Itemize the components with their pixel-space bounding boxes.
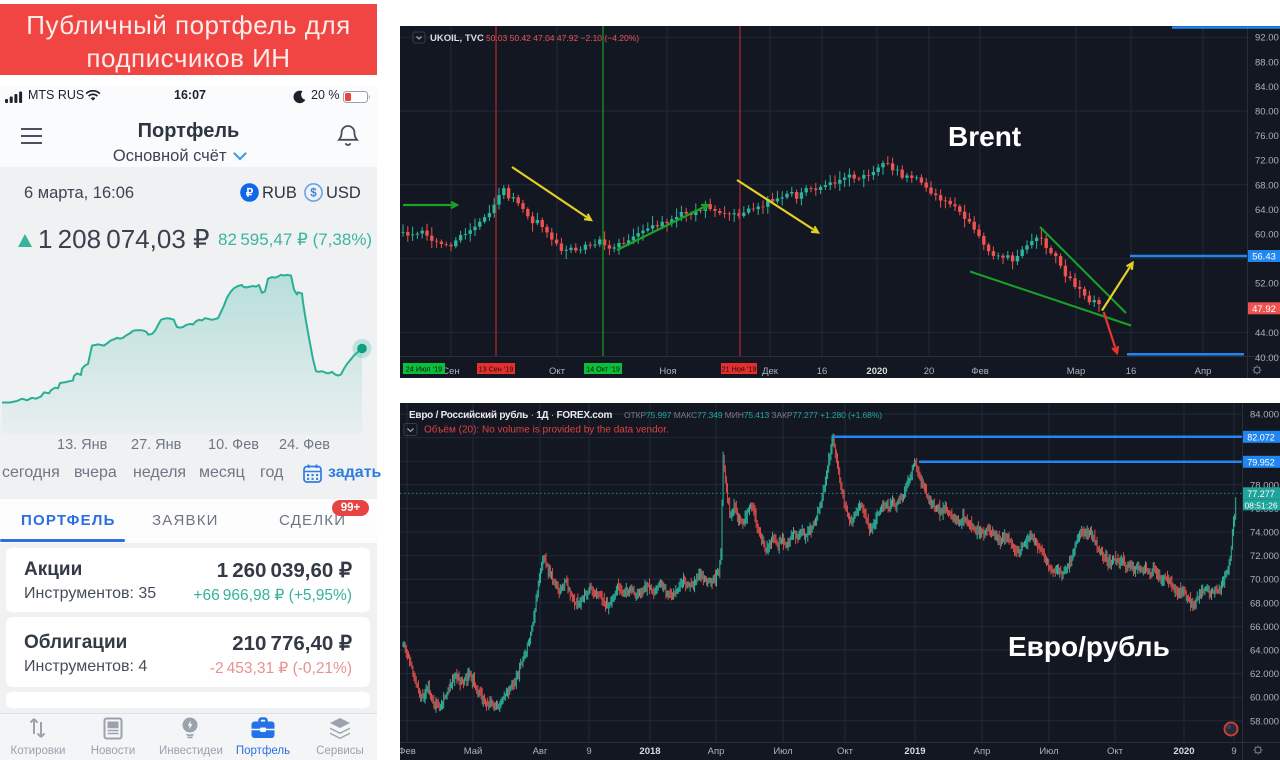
svg-text:78.000: 78.000 — [1250, 480, 1279, 491]
svg-text:Фев: Фев — [971, 366, 989, 377]
svg-text:76.00: 76.00 — [1255, 131, 1279, 142]
svg-text:79.952: 79.952 — [1247, 457, 1275, 467]
svg-text:16: 16 — [817, 366, 828, 377]
svg-text:44.00: 44.00 — [1255, 328, 1279, 339]
svg-text:64.00: 64.00 — [1255, 205, 1279, 216]
svg-text:84.000: 84.000 — [1250, 410, 1279, 421]
svg-text:Окт: Окт — [549, 366, 566, 377]
svg-text:64.000: 64.000 — [1250, 646, 1279, 657]
svg-text:68.000: 68.000 — [1250, 598, 1279, 609]
svg-text:Июл: Июл — [1039, 746, 1058, 757]
svg-text:70.000: 70.000 — [1250, 575, 1279, 586]
svg-text:66.000: 66.000 — [1250, 622, 1279, 633]
svg-text:Мар: Мар — [1067, 366, 1086, 377]
svg-text:Апр: Апр — [974, 746, 991, 757]
svg-text:Апр: Апр — [708, 746, 725, 757]
svg-text:72.000: 72.000 — [1250, 551, 1279, 562]
svg-text:74.000: 74.000 — [1250, 528, 1279, 539]
svg-text:08:51:26: 08:51:26 — [1244, 500, 1277, 510]
svg-text:Окт: Окт — [837, 746, 854, 757]
svg-text:24 Июл ’19: 24 Июл ’19 — [406, 365, 442, 374]
svg-text:Фев: Фев — [400, 746, 416, 757]
svg-text:68.00: 68.00 — [1255, 180, 1279, 191]
svg-text:2018: 2018 — [639, 746, 660, 757]
svg-text:60.00: 60.00 — [1255, 230, 1279, 241]
svg-text:50.03 50.42 47.04 47.92 −2.10: 50.03 50.42 47.04 47.92 −2.10 (−4.20%) — [486, 33, 639, 43]
svg-text:Сен: Сен — [442, 366, 459, 377]
svg-text:72.00: 72.00 — [1255, 156, 1279, 167]
svg-text:UKOIL, TVC: UKOIL, TVC — [430, 33, 484, 44]
svg-text:16: 16 — [1126, 366, 1137, 377]
svg-text:ОТКР75.997 МАКС77.349 МИН75.41: ОТКР75.997 МАКС77.349 МИН75.413 ЗАКР77.2… — [624, 410, 882, 420]
svg-text:Дек: Дек — [762, 366, 779, 377]
svg-text:Апр: Апр — [1195, 366, 1212, 377]
svg-text:60.000: 60.000 — [1250, 693, 1279, 704]
svg-text:9: 9 — [1231, 746, 1236, 757]
svg-text:Авг: Авг — [533, 746, 548, 757]
svg-text:Евро/рубль: Евро/рубль — [1008, 631, 1170, 662]
svg-text:Объём (20): No volume is provi: Объём (20): No volume is provided by the… — [424, 424, 669, 436]
svg-text:21 Ноя ’19: 21 Ноя ’19 — [722, 365, 757, 374]
svg-text:$: $ — [310, 188, 317, 200]
svg-text:56.43: 56.43 — [1252, 252, 1276, 263]
svg-text:80.00: 80.00 — [1255, 107, 1279, 118]
svg-text:92.00: 92.00 — [1255, 33, 1279, 44]
svg-text:Евро / Российский рубль · 1Д ·: Евро / Российский рубль · 1Д · FOREX.com — [409, 409, 612, 421]
svg-text:2020: 2020 — [866, 366, 887, 377]
svg-text:20: 20 — [924, 366, 935, 377]
svg-text:77.277: 77.277 — [1247, 489, 1275, 499]
svg-text:84.00: 84.00 — [1255, 82, 1279, 93]
svg-text:62.000: 62.000 — [1250, 669, 1279, 680]
svg-text:47.92: 47.92 — [1252, 304, 1276, 315]
svg-text:2019: 2019 — [904, 746, 925, 757]
svg-text:₽: ₽ — [246, 188, 254, 200]
svg-text:Ноя: Ноя — [659, 366, 676, 377]
svg-text:Окт: Окт — [1107, 746, 1124, 757]
svg-text:40.00: 40.00 — [1255, 353, 1279, 364]
svg-text:Июл: Июл — [773, 746, 792, 757]
svg-text:14 Окт ’19: 14 Окт ’19 — [586, 365, 620, 374]
svg-text:9: 9 — [586, 746, 591, 757]
svg-text:2020: 2020 — [1173, 746, 1194, 757]
svg-text:Brent: Brent — [948, 121, 1021, 152]
svg-text:82.072: 82.072 — [1247, 432, 1275, 442]
svg-text:58.000: 58.000 — [1250, 716, 1279, 727]
svg-text:52.00: 52.00 — [1255, 279, 1279, 290]
svg-text:Май: Май — [464, 746, 483, 757]
svg-text:88.00: 88.00 — [1255, 57, 1279, 68]
svg-text:13 Сен ’19: 13 Сен ’19 — [479, 365, 514, 374]
